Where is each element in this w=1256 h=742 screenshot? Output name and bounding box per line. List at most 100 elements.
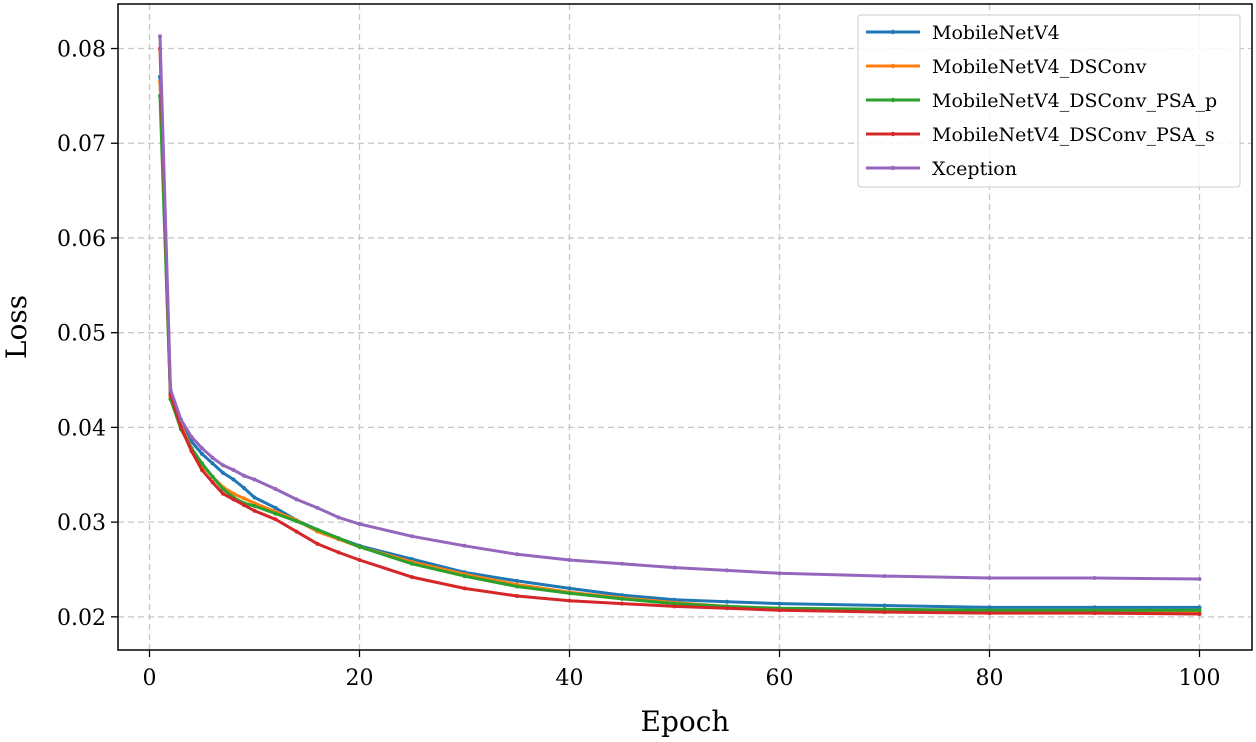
series-point [200,446,204,451]
series-point [777,571,782,576]
series-point [987,608,992,613]
series-point [620,601,624,606]
series-point [231,477,236,482]
series-point [620,561,624,566]
series-point [252,508,257,513]
legend-marker [890,29,896,35]
series-point [221,491,225,496]
series-point [179,417,183,422]
series-point [1092,611,1097,616]
series-point [357,558,362,562]
series-point [189,449,194,454]
series-point [987,576,992,580]
legend-marker [890,63,896,69]
series-point [189,434,194,439]
series-point [210,474,215,479]
x-tick-label: 100 [1179,666,1221,691]
series-point [273,511,278,516]
y-axis-label: Loss [0,295,33,359]
legend-label: Xception [932,158,1017,180]
series-point [777,601,782,606]
series-point [672,597,677,602]
series-point [725,568,729,573]
series-point [882,603,887,608]
series-point [273,517,278,522]
series-point [515,578,519,583]
series-point [200,451,204,456]
series-point [882,610,887,615]
series-point [462,543,467,548]
series-point [200,468,204,472]
y-tick-label: 0.08 [57,38,106,63]
y-tick-label: 0.07 [57,132,106,157]
series-point [672,565,677,570]
y-tick-label: 0.03 [57,511,106,536]
series-point [336,550,341,555]
series-point [620,593,624,598]
legend-marker [890,165,896,171]
y-tick-label: 0.02 [57,606,106,631]
series-point [231,497,236,502]
series-point [410,534,414,539]
series-point [1197,577,1202,581]
series-point [1197,605,1202,610]
x-tick-label: 60 [766,666,794,691]
series-point [620,596,624,601]
series-point [725,606,729,611]
series-point [168,387,173,392]
series-point [242,486,246,490]
series-point [1197,612,1202,616]
legend-box [857,14,1241,188]
axis-ticks: 0 20 40 60 80 100 0.02 0.03 0.04 0.05 0.06 0.07 0.08 [57,38,1220,691]
series-point [672,604,677,609]
series-point [567,558,572,562]
series-point [515,584,519,589]
series-point [987,611,992,616]
series-point [672,601,677,606]
series-point [1092,605,1097,610]
series-point [567,591,572,596]
series-point [294,497,299,502]
series-point [242,496,246,501]
legend-label: MobileNetV4 [932,22,1060,44]
series-point [882,607,887,612]
series-point [294,529,299,534]
series-point [410,561,414,566]
series-point [1092,608,1097,613]
series-point [158,34,162,39]
series-point [315,527,320,532]
series-point [567,586,572,591]
series-point [221,463,225,468]
series-point [410,575,414,580]
series-point [462,586,467,591]
series-point [210,461,215,466]
legend-marker [890,131,896,137]
series-point [179,425,183,430]
x-tick-label: 40 [556,666,584,691]
series-point [777,608,782,613]
series-point [221,487,225,491]
series-point [252,477,257,482]
series-point [515,594,519,598]
series-point [231,468,236,472]
series-point [273,505,278,510]
series-point [210,480,215,485]
series-point [210,455,215,460]
series-lines [158,34,1202,616]
series-point [200,461,204,466]
series-point [242,503,246,508]
x-axis-label: Epoch [641,705,730,738]
series-point [315,505,320,510]
series-point [1197,608,1202,613]
legend: MobileNetV4 MobileNetV4_DSConv MobileNetV4… [857,14,1241,188]
series-point [567,598,572,603]
series-point [252,504,257,508]
x-tick-label: 0 [143,666,157,691]
plot-frame [117,3,1253,651]
legend-label: MobileNetV4_DSConv_PSA_p [932,90,1217,112]
series-point [252,495,257,500]
x-tick-label: 20 [346,666,374,691]
series-point [515,552,519,557]
series-point [315,541,320,546]
